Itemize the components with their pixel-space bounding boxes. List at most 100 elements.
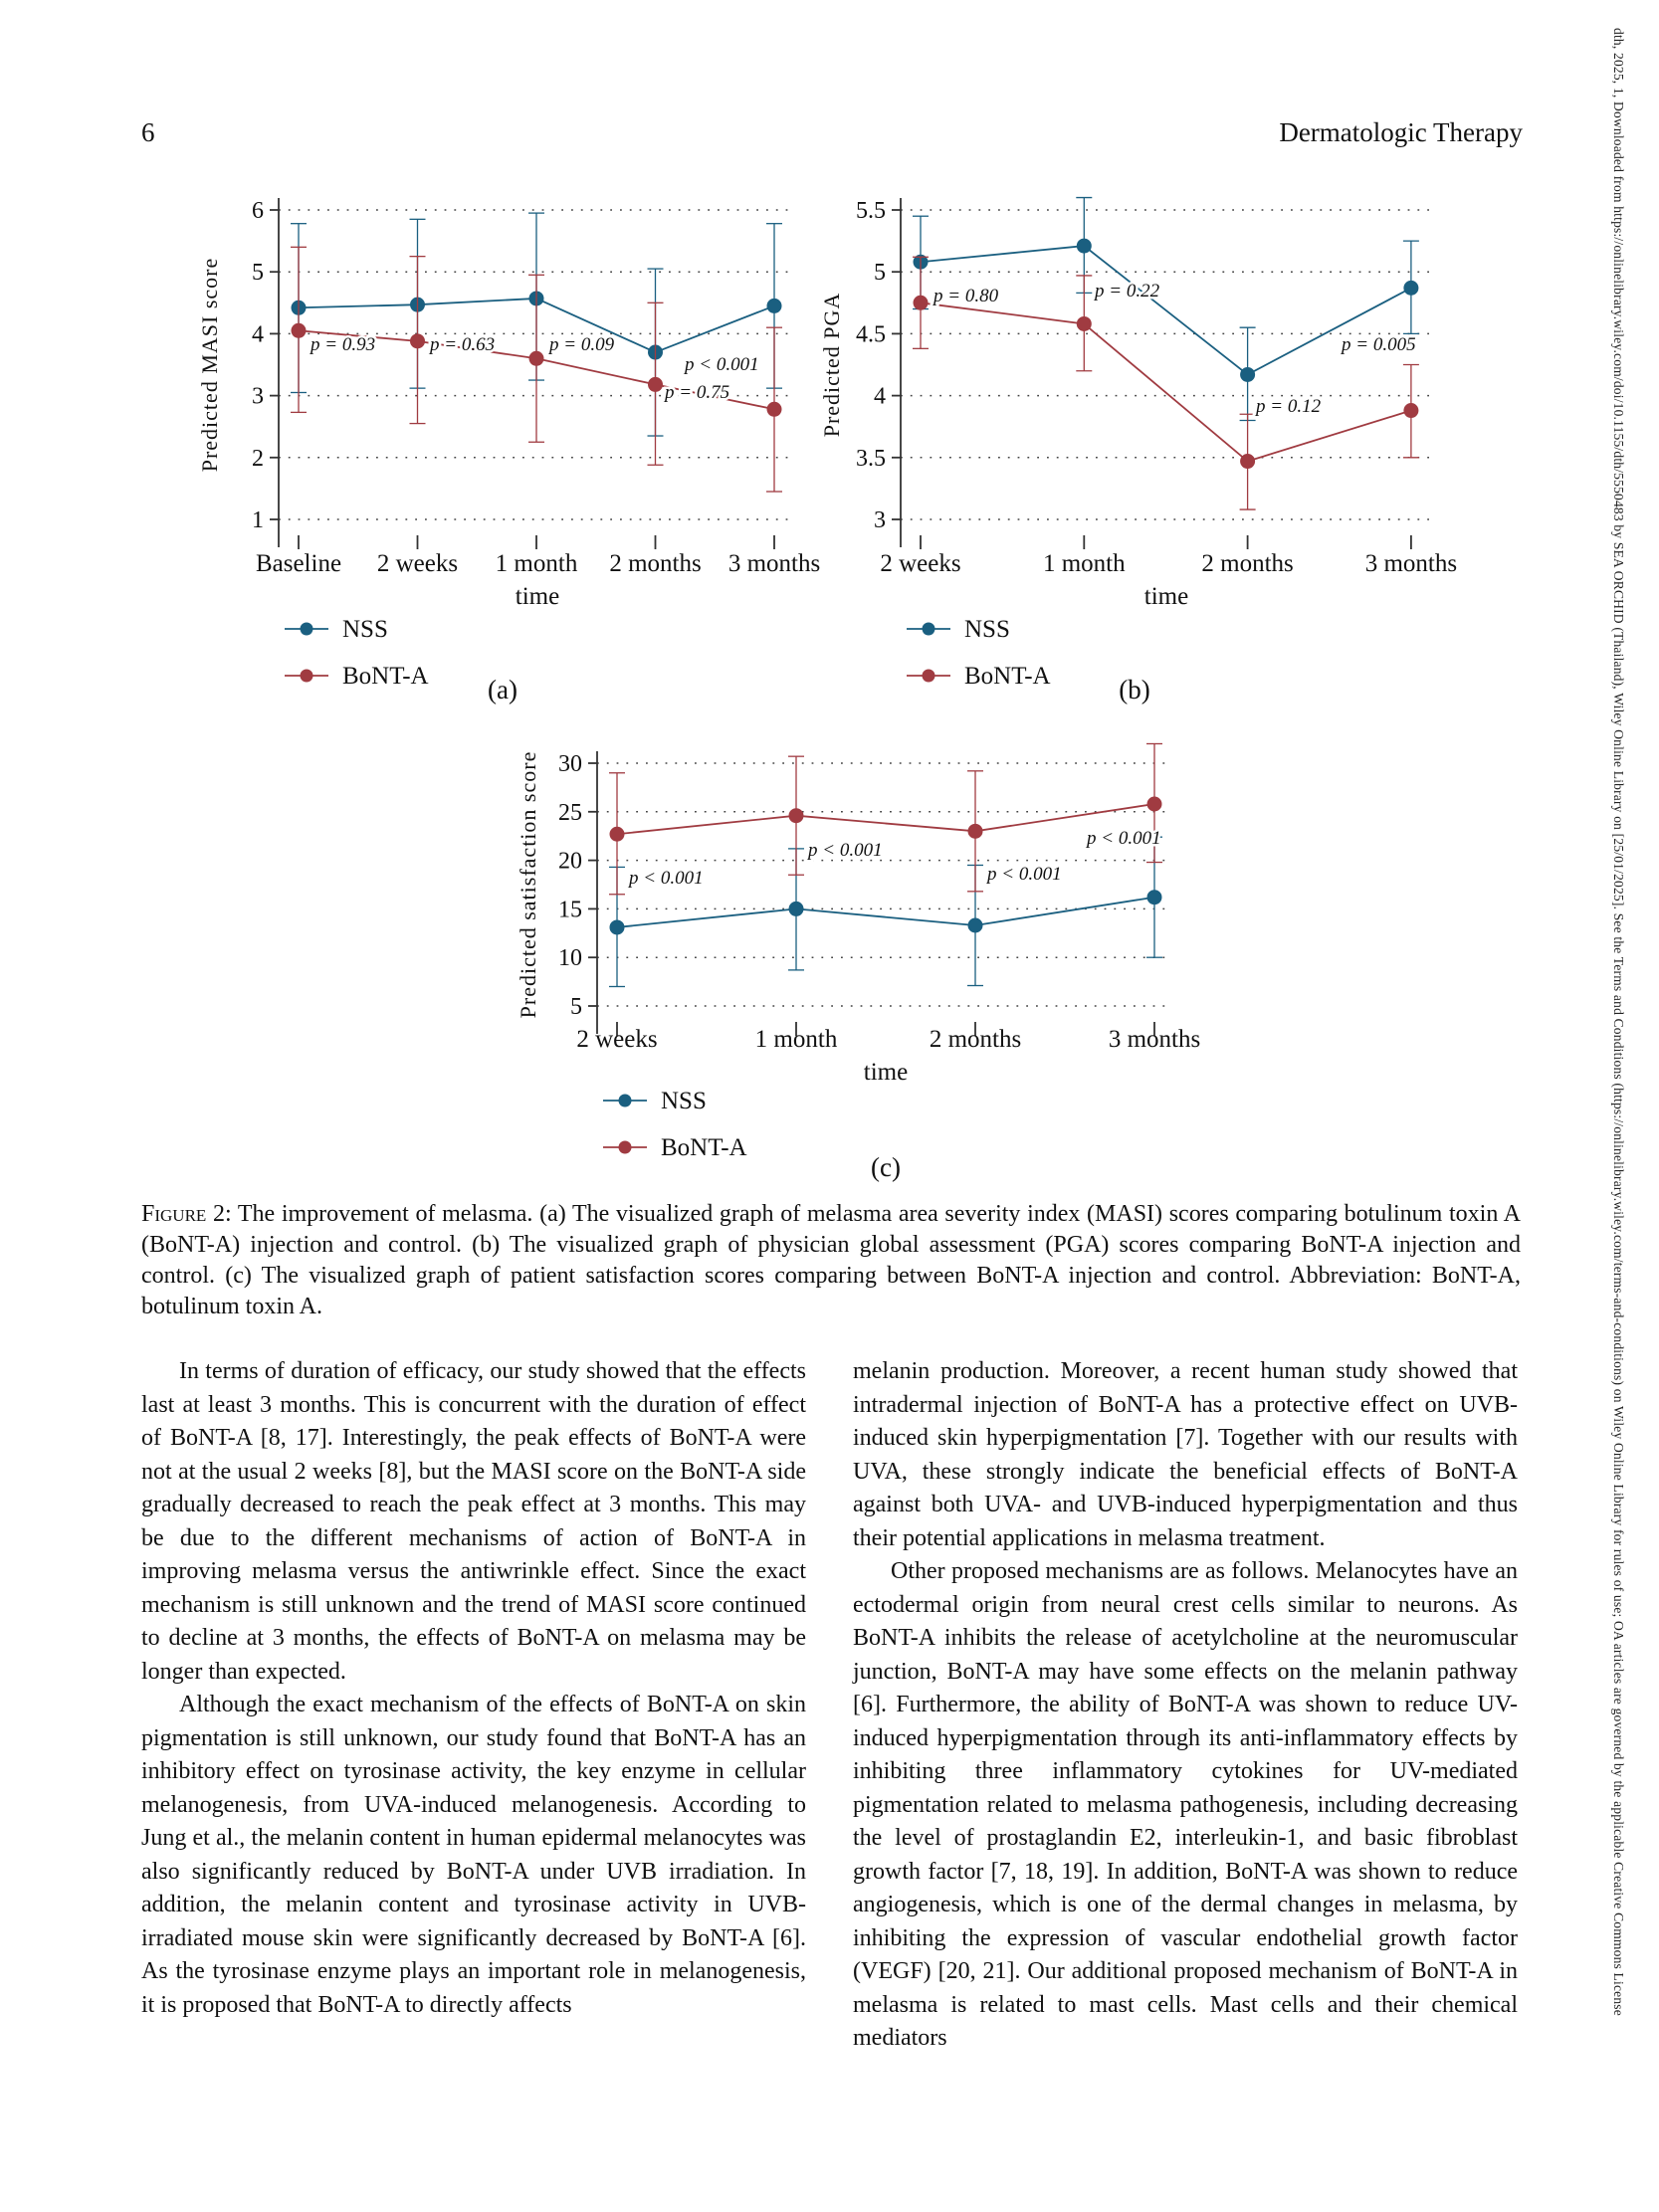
y-tick-label: 15 bbox=[558, 897, 582, 922]
legend-label: BoNT-A bbox=[661, 1134, 747, 1161]
series-BoNT-A bbox=[913, 256, 1419, 510]
legend-marker bbox=[300, 622, 313, 636]
y-axis-title: Predicted satisfaction score bbox=[516, 751, 540, 1019]
data-point bbox=[967, 823, 983, 839]
legend-label: BoNT-A bbox=[342, 663, 429, 690]
data-point bbox=[410, 333, 425, 349]
data-point bbox=[766, 298, 782, 313]
series-NSS bbox=[609, 836, 1162, 988]
x-tick-label: 1 month bbox=[755, 1026, 838, 1053]
y-tick-label: 5 bbox=[252, 260, 264, 286]
body-left-column: In terms of duration of efficacy, our st… bbox=[141, 1355, 806, 2022]
x-tick-label: 2 weeks bbox=[576, 1026, 657, 1053]
legend-label: BoNT-A bbox=[964, 663, 1051, 690]
y-tick-label: 3 bbox=[874, 507, 886, 533]
x-axis-title: time bbox=[864, 1059, 908, 1086]
data-point bbox=[1240, 454, 1256, 470]
series-line bbox=[616, 896, 1155, 928]
series-line bbox=[920, 245, 1412, 376]
legend-marker bbox=[618, 1094, 632, 1107]
y-tick-label: 5 bbox=[874, 260, 886, 286]
y-tick-label: 6 bbox=[252, 198, 264, 224]
series-NSS bbox=[913, 196, 1419, 422]
body-right-column: melanin production. Moreover, a recent h… bbox=[853, 1355, 1518, 2056]
p-value-label: p < 0.001 bbox=[683, 354, 759, 375]
p-value-label: p < 0.001 bbox=[806, 840, 883, 861]
series-BoNT-A bbox=[609, 742, 1162, 896]
data-point bbox=[1403, 403, 1419, 419]
y-tick-label: 4.5 bbox=[856, 321, 886, 347]
data-point bbox=[609, 919, 625, 935]
p-value-label: p < 0.001 bbox=[985, 864, 1062, 885]
p-value-label: p = 0.005 bbox=[1340, 334, 1416, 355]
series-line bbox=[616, 803, 1155, 836]
y-tick-label: 10 bbox=[558, 945, 582, 971]
y-tick-label: 25 bbox=[558, 800, 582, 826]
legend-label: NSS bbox=[661, 1088, 707, 1114]
p-value-label: p = 0.93 bbox=[309, 334, 375, 355]
x-tick-label: 2 months bbox=[930, 1026, 1021, 1053]
data-point bbox=[1146, 796, 1162, 812]
y-tick-label: 3.5 bbox=[856, 446, 886, 472]
y-tick-label: 4 bbox=[874, 384, 886, 410]
data-point bbox=[1146, 890, 1162, 905]
y-tick-label: 3 bbox=[252, 384, 264, 410]
page-number: 6 bbox=[141, 117, 155, 147]
panel-label: (a) bbox=[488, 675, 518, 704]
paragraph: Although the exact mechanism of the effe… bbox=[141, 1692, 806, 2018]
x-tick-label: 3 months bbox=[1365, 550, 1457, 577]
x-axis-title: time bbox=[516, 583, 559, 610]
data-point bbox=[788, 808, 804, 824]
x-tick-label: 1 month bbox=[1043, 550, 1126, 577]
data-point bbox=[648, 376, 663, 392]
series-BoNT-A bbox=[291, 246, 782, 493]
data-point bbox=[788, 901, 804, 916]
x-tick-label: 2 months bbox=[1201, 550, 1293, 577]
data-point bbox=[913, 295, 929, 310]
series-line bbox=[920, 302, 1412, 463]
data-point bbox=[967, 917, 983, 933]
p-value-label: p = 0.75 bbox=[663, 382, 729, 403]
journal-title: Dermatologic Therapy bbox=[1279, 117, 1523, 147]
y-tick-label: 5.5 bbox=[856, 198, 886, 224]
legend-marker bbox=[922, 622, 935, 636]
p-value-label: p < 0.001 bbox=[627, 868, 704, 889]
x-axis-title: time bbox=[1144, 583, 1188, 610]
x-tick-label: 3 months bbox=[1109, 1026, 1200, 1053]
panel-label: (c) bbox=[871, 1152, 901, 1182]
y-tick-label: 30 bbox=[558, 751, 582, 777]
x-tick-label: 2 weeks bbox=[880, 550, 960, 577]
data-point bbox=[609, 826, 625, 842]
figure-caption-text: The improvement of melasma. (a) The visu… bbox=[141, 1201, 1521, 1319]
y-axis-title: Predicted MASI score bbox=[197, 258, 222, 473]
data-point bbox=[1076, 315, 1092, 331]
legend-marker bbox=[300, 669, 313, 683]
data-point bbox=[766, 401, 782, 417]
figure-2-charts: 6 5 4 3 2 1 Baseline 2 weeks 1 month 2 months 3 mo… bbox=[197, 196, 1457, 1182]
y-tick-label: 4 bbox=[252, 321, 264, 347]
legend-label: NSS bbox=[964, 616, 1010, 643]
legend-marker bbox=[922, 669, 935, 683]
p-value-label: p < 0.001 bbox=[1085, 828, 1161, 849]
p-value-label: p = 0.12 bbox=[1254, 396, 1322, 417]
y-tick-label: 20 bbox=[558, 849, 582, 875]
panel-label: (b) bbox=[1119, 675, 1149, 704]
data-point bbox=[1240, 366, 1256, 382]
y-tick-label: 1 bbox=[252, 507, 264, 533]
y-tick-label: 5 bbox=[570, 994, 582, 1020]
x-tick-label: 2 months bbox=[609, 550, 701, 577]
chart-a: 6 5 4 3 2 1 Baseline 2 weeks 1 month 2 months 3 mo… bbox=[197, 198, 820, 704]
paragraph: Other proposed mechanisms are as follows… bbox=[853, 1558, 1518, 2051]
y-axis-title: Predicted PGA bbox=[819, 293, 844, 438]
p-value-label: p = 0.09 bbox=[547, 334, 615, 355]
chart-c: 30 25 20 15 10 5 2 weeks 1 month 2 months 3 month… bbox=[516, 742, 1200, 1182]
figure-caption: Figure 2: The improvement of melasma. (a… bbox=[141, 1199, 1521, 1322]
y-tick-label: 2 bbox=[252, 446, 264, 472]
paragraph: In terms of duration of efficacy, our st… bbox=[141, 1358, 806, 1685]
legend-label: NSS bbox=[342, 616, 388, 643]
x-tick-label: 3 months bbox=[728, 550, 820, 577]
chart-b: 5.5 5 4.5 4 3.5 3 2 weeks 1 month 2 months 3 mont… bbox=[819, 196, 1457, 704]
x-tick-label: Baseline bbox=[256, 550, 341, 577]
figure-caption-label: Figure 2: bbox=[141, 1201, 232, 1227]
